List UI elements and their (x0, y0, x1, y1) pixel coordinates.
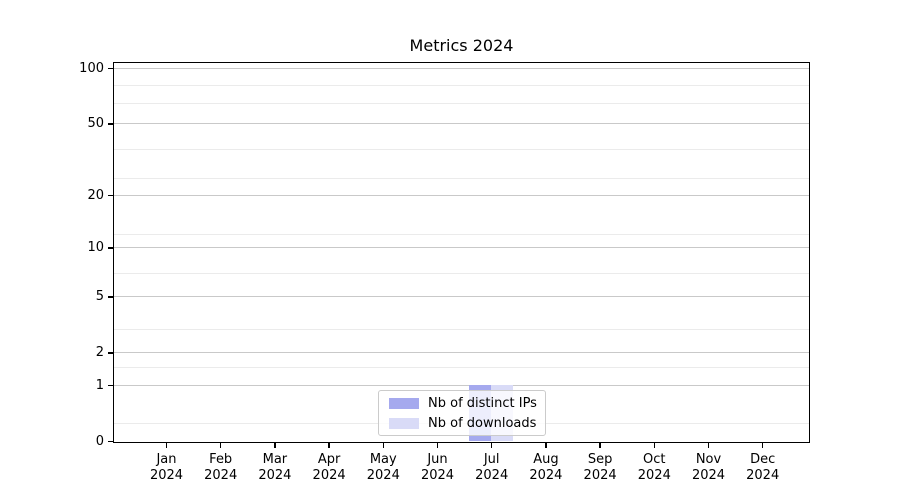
x-tick-label: Nov 2024 (691, 452, 726, 483)
gridline-minor (114, 366, 809, 368)
y-tick-label: 0 (95, 433, 104, 449)
y-tick-mark (108, 352, 113, 354)
x-tick-label: Aug 2024 (529, 452, 563, 483)
x-tick-label: Oct 2024 (637, 452, 671, 483)
y-tick-mark (108, 194, 113, 197)
gridline-minor (114, 102, 809, 104)
y-tick-mark (108, 67, 113, 70)
gridline-major (114, 296, 809, 298)
gridline-minor (114, 329, 809, 331)
y-tick-mark (108, 247, 113, 249)
y-tick-label: 50 (87, 115, 104, 131)
x-tick-mark (328, 443, 330, 448)
y-tick-mark (108, 123, 113, 125)
x-tick-mark (490, 443, 493, 448)
y-tick-mark (108, 440, 113, 443)
y-tick-label: 100 (79, 60, 104, 76)
x-tick-label: Feb 2024 (204, 452, 238, 483)
gridline-minor (114, 273, 809, 275)
legend-label: Nb of downloads (428, 415, 537, 431)
legend-entry: Nb of distinct IPs (389, 395, 537, 411)
gridline-major (114, 195, 809, 197)
x-tick-mark (707, 443, 710, 448)
gridline-major (114, 123, 809, 125)
gridline-major (114, 385, 809, 386)
x-tick-label: Apr 2024 (312, 452, 346, 483)
gridline-major (114, 68, 809, 70)
legend: Nb of distinct IPs Nb of downloads (378, 390, 546, 436)
gridline-minor (114, 85, 809, 87)
gridline-minor (114, 233, 809, 235)
x-tick-mark (761, 443, 764, 448)
x-tick-label: Mar 2024 (258, 452, 292, 483)
y-tick-label: 20 (87, 187, 104, 203)
y-tick-label: 5 (95, 288, 104, 304)
gridline-minor (114, 149, 809, 151)
x-tick-label: Jan 2024 (149, 452, 184, 483)
x-tick-label: May 2024 (366, 452, 400, 483)
legend-entry: Nb of downloads (389, 415, 537, 431)
legend-swatch (389, 397, 419, 409)
y-tick-mark (108, 296, 113, 298)
x-tick-mark (599, 443, 601, 448)
x-tick-label: Jun 2024 (420, 452, 455, 483)
gridline-major (114, 352, 809, 354)
x-tick-mark (653, 443, 656, 448)
x-tick-mark (274, 443, 276, 448)
x-tick-mark (219, 443, 222, 448)
x-tick-label: Dec 2024 (746, 452, 780, 483)
x-tick-mark (545, 443, 547, 448)
x-tick-mark (165, 443, 168, 448)
y-tick-mark (108, 384, 113, 387)
gridline-minor (114, 177, 809, 179)
x-tick-mark (382, 443, 385, 448)
x-tick-label: Sep 2024 (583, 452, 617, 483)
plot-area (113, 62, 810, 443)
legend-label: Nb of distinct IPs (428, 395, 537, 411)
legend-swatch (389, 417, 419, 429)
gridline-major (114, 247, 809, 249)
y-tick-label: 10 (87, 239, 104, 255)
y-tick-label: 1 (95, 377, 104, 393)
x-tick-label: Jul 2024 (475, 452, 509, 483)
y-tick-label: 2 (95, 344, 104, 360)
chart-title: Metrics 2024 (409, 36, 514, 55)
x-tick-mark (436, 443, 439, 448)
